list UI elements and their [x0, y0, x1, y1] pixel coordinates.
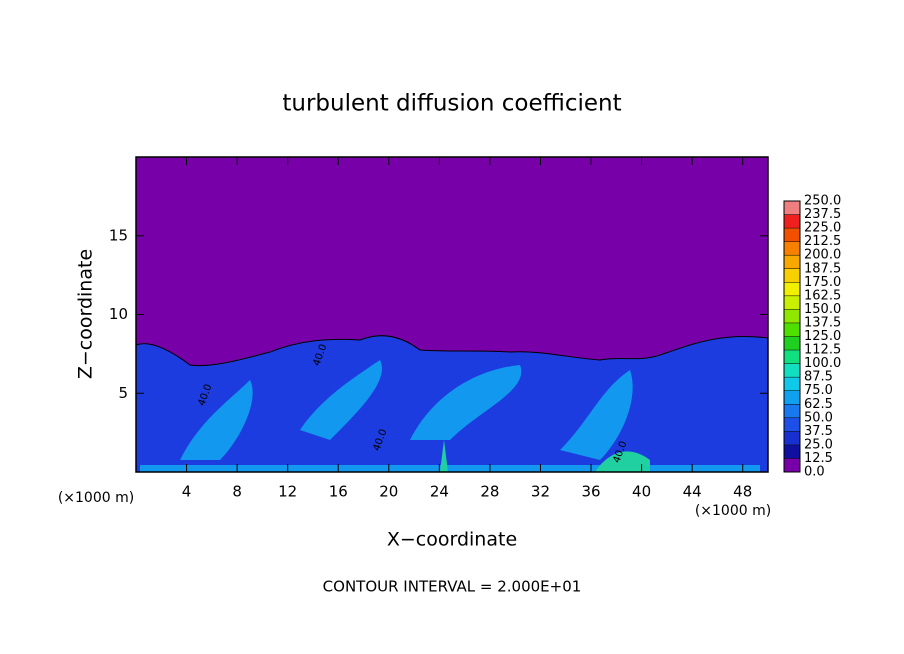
y-axis-label: Z−coordinate	[75, 249, 97, 379]
x-tick-label: 24	[430, 483, 449, 501]
x-axis-label: X−coordinate	[387, 529, 517, 551]
chart-title: turbulent diffusion coefficient	[282, 91, 621, 117]
colorbar-label: 137.5	[804, 315, 841, 330]
colorbar-label: 62.5	[804, 397, 833, 412]
colorbar-label: 125.0	[804, 329, 841, 344]
x-tick-label: 16	[329, 483, 348, 501]
colorbar-swatch	[784, 268, 800, 283]
colorbar-swatch	[784, 322, 800, 337]
colorbar-label: 100.0	[804, 356, 841, 371]
colorbar-swatch	[784, 309, 800, 323]
colorbar-swatch	[784, 431, 800, 445]
colorbar-label: 150.0	[804, 302, 841, 317]
x-tick-label: 4	[182, 483, 192, 501]
colorbar-label: 175.0	[804, 275, 841, 290]
colorbar-swatch	[784, 214, 800, 229]
colorbar-swatch	[784, 404, 800, 418]
x-unit-label: (×1000 m)	[58, 490, 134, 506]
y-tick-label: 5	[118, 384, 128, 402]
colorbar-label: 50.0	[804, 410, 833, 425]
footer-note: CONTOUR INTERVAL = 2.000E+01	[323, 578, 582, 596]
colorbar-label: 225.0	[804, 221, 841, 236]
colorbar-swatch	[784, 350, 800, 364]
colorbar-swatch	[784, 363, 800, 378]
colorbar-label: 25.0	[804, 437, 833, 452]
colorbar-swatch	[784, 255, 800, 269]
y-tick-label: 15	[109, 226, 128, 244]
field	[135, 157, 769, 473]
colorbar-swatch	[784, 377, 800, 391]
colorbar-label: 162.5	[804, 288, 841, 303]
turbulent-peaks	[440, 440, 650, 472]
x-tick-label: 12	[278, 483, 297, 501]
colorbar-swatch	[784, 444, 800, 459]
x-tick-label: 44	[683, 483, 702, 501]
colorbar-swatch	[784, 201, 800, 215]
x-tick-label: 48	[733, 483, 752, 501]
colorbar-swatch	[784, 336, 800, 351]
colorbar-label: 75.0	[804, 383, 833, 398]
colorbar-swatch	[784, 417, 800, 432]
x-tick-label: 28	[480, 483, 499, 501]
x-tick-label: 20	[379, 483, 398, 501]
colorbar-swatch	[784, 390, 800, 405]
colorbar-label: 12.5	[804, 451, 833, 466]
x-tick-label: 8	[232, 483, 242, 501]
colorbar-label: 0.0	[804, 465, 825, 480]
x-tick-label: 32	[531, 483, 550, 501]
x-tick-label: 40	[632, 483, 651, 501]
turbulent-streaks	[140, 360, 760, 472]
colorbar-swatch	[784, 458, 800, 472]
colorbar-label: 212.5	[804, 234, 841, 249]
colorbar-label: 37.5	[804, 424, 833, 439]
colorbar-label: 187.5	[804, 261, 841, 276]
colorbar-swatch	[784, 295, 800, 310]
x-tick-label: 36	[581, 483, 600, 501]
y-tick-label: 10	[109, 305, 128, 323]
colorbar-swatch	[784, 282, 800, 296]
x-unit-label: (×1000 m)	[695, 503, 771, 519]
colorbar-swatch	[784, 228, 800, 242]
colorbar-label: 200.0	[804, 248, 841, 263]
colorbar-swatch	[784, 241, 800, 256]
colorbar-label: 87.5	[804, 370, 833, 385]
colorbar-label: 250.0	[804, 194, 841, 209]
colorbar-label: 112.5	[804, 343, 841, 358]
colorbar-label: 237.5	[804, 207, 841, 222]
